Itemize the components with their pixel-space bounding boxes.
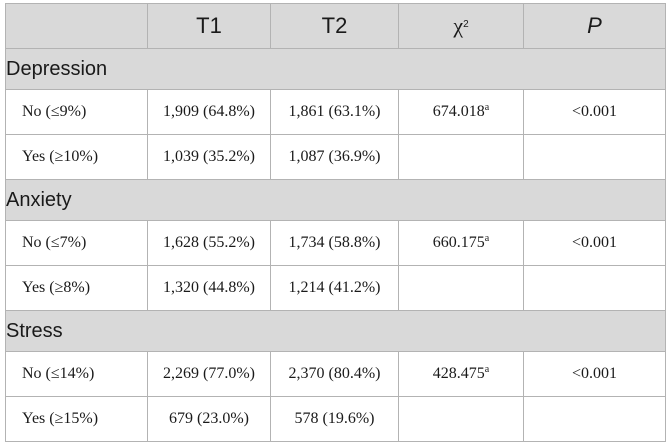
chi-footnote: a [484, 102, 490, 113]
row-label: No (≤9%) [5, 89, 148, 135]
cell-t1: 1,909 (64.8%) [147, 89, 271, 135]
chi-value: 660.175 [432, 234, 485, 251]
section-title: Anxiety [5, 179, 666, 221]
cell-t1: 1,628 (55.2%) [147, 220, 271, 266]
header-chi-square: χ2 [398, 3, 524, 49]
cell-chi [398, 396, 524, 442]
cell-chi: 428.475a [398, 351, 524, 397]
chi-value: 428.475 [432, 365, 485, 382]
row-label: No (≤7%) [5, 220, 148, 266]
cell-p [523, 265, 666, 311]
results-table: T1 T2 χ2 P Depression No (≤9%) 1,909 (64… [5, 3, 666, 442]
cell-chi: 674.018a [398, 89, 524, 135]
cell-p: <0.001 [523, 351, 666, 397]
table-row: Yes (≥10%) 1,039 (35.2%) 1,087 (36.9%) [5, 134, 666, 180]
cell-t2: 1,734 (58.8%) [270, 220, 399, 266]
chi-exponent: 2 [463, 19, 469, 30]
chi-footnote: a [484, 233, 490, 244]
chi-value: 674.018 [432, 103, 485, 120]
header-t1: T1 [147, 3, 271, 49]
row-label: Yes (≥10%) [5, 134, 148, 180]
header-p: P [523, 3, 666, 49]
section-row-stress: Stress [5, 310, 666, 352]
row-label: No (≤14%) [5, 351, 148, 397]
cell-t1: 1,320 (44.8%) [147, 265, 271, 311]
table-row: Yes (≥15%) 679 (23.0%) 578 (19.6%) [5, 396, 666, 442]
cell-t2: 2,370 (80.4%) [270, 351, 399, 397]
section-row-depression: Depression [5, 48, 666, 90]
cell-p [523, 134, 666, 180]
section-title: Depression [5, 48, 666, 90]
cell-p: <0.001 [523, 89, 666, 135]
cell-chi [398, 134, 524, 180]
cell-p [523, 396, 666, 442]
cell-t1: 2,269 (77.0%) [147, 351, 271, 397]
table-row: No (≤7%) 1,628 (55.2%) 1,734 (58.8%) 660… [5, 220, 666, 266]
row-label: Yes (≥15%) [5, 396, 148, 442]
section-row-anxiety: Anxiety [5, 179, 666, 221]
cell-t2: 1,214 (41.2%) [270, 265, 399, 311]
section-title: Stress [5, 310, 666, 352]
cell-chi: 660.175a [398, 220, 524, 266]
header-blank [5, 3, 148, 49]
cell-p: <0.001 [523, 220, 666, 266]
cell-t1: 679 (23.0%) [147, 396, 271, 442]
chi-footnote: a [484, 364, 490, 375]
table-row: Yes (≥8%) 1,320 (44.8%) 1,214 (41.2%) [5, 265, 666, 311]
cell-t2: 1,087 (36.9%) [270, 134, 399, 180]
header-t2: T2 [270, 3, 399, 49]
cell-t2: 578 (19.6%) [270, 396, 399, 442]
cell-t1: 1,039 (35.2%) [147, 134, 271, 180]
chi-symbol: χ [453, 13, 464, 38]
table-row: No (≤9%) 1,909 (64.8%) 1,861 (63.1%) 674… [5, 89, 666, 135]
row-label: Yes (≥8%) [5, 265, 148, 311]
cell-t2: 1,861 (63.1%) [270, 89, 399, 135]
table-row: No (≤14%) 2,269 (77.0%) 2,370 (80.4%) 42… [5, 351, 666, 397]
header-row: T1 T2 χ2 P [5, 3, 666, 49]
cell-chi [398, 265, 524, 311]
